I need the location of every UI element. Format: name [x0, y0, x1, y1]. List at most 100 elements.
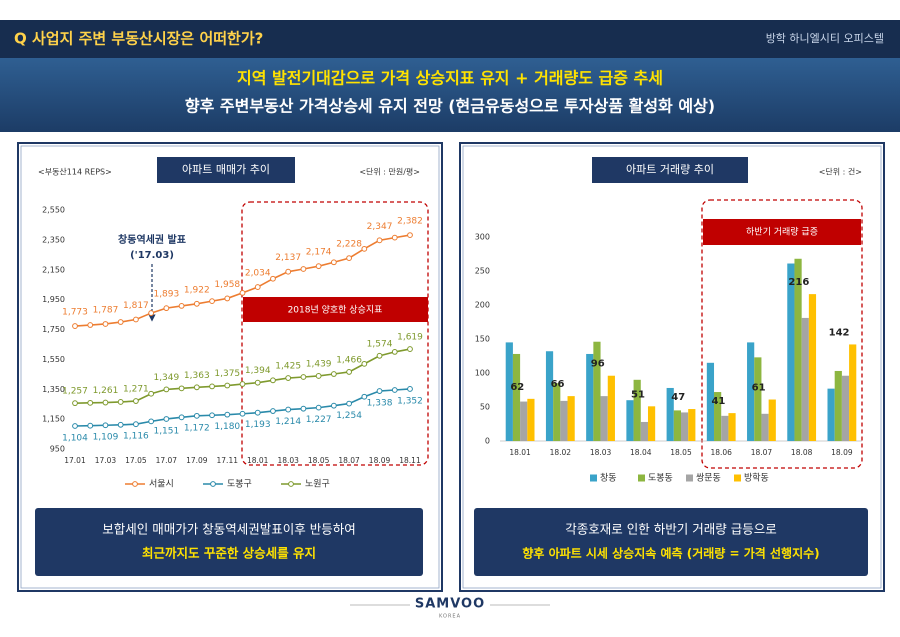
logo-sub: KOREA [439, 614, 461, 620]
data-label: 1,116 [123, 432, 149, 442]
bar [808, 294, 817, 441]
point [102, 321, 109, 327]
point [117, 421, 124, 428]
point [254, 284, 261, 290]
unit: <단위 : 건> [819, 167, 862, 177]
point [148, 418, 155, 425]
x-tick-label: 17.01 [64, 456, 86, 465]
data-label: 1,349 [153, 373, 179, 383]
bar [706, 362, 715, 441]
y-tick-label: 50 [480, 403, 490, 412]
x-tick-label: 18.05 [670, 448, 692, 457]
point [254, 409, 261, 416]
data-label: 51 [631, 389, 645, 400]
point [72, 400, 78, 407]
bar [681, 412, 689, 441]
point [224, 411, 231, 418]
y-tick-label: 200 [475, 301, 490, 310]
legend-marker [210, 481, 216, 487]
data-label: 1,227 [306, 415, 332, 425]
point [133, 316, 139, 323]
bar [647, 406, 656, 441]
data-label: 1,893 [153, 290, 179, 300]
y-tick-label: 150 [475, 335, 490, 344]
point [376, 388, 383, 394]
data-label: 2,228 [336, 240, 362, 250]
chart-title: 아파트 매매가 추이 [182, 163, 270, 176]
point [163, 305, 170, 312]
bar [505, 342, 513, 441]
bar [841, 375, 850, 441]
point [133, 421, 139, 428]
y-tick-label: 250 [475, 267, 490, 276]
bar [633, 379, 641, 441]
data-label: 1,574 [367, 339, 393, 349]
point [346, 400, 352, 407]
legend-label: 방학동 [744, 473, 769, 484]
data-label: 1,172 [184, 423, 210, 433]
point [300, 374, 307, 380]
bar [714, 392, 722, 441]
y-tick-label: 1,150 [42, 415, 65, 424]
data-label: 1,104 [62, 433, 88, 443]
legend-label: 도봉구 [227, 479, 252, 490]
point [270, 377, 276, 384]
bar [593, 341, 601, 441]
point [270, 408, 276, 414]
data-label: 1,261 [93, 386, 119, 396]
unit: <단위 : 만원/평> [359, 167, 420, 177]
legend-swatch [638, 474, 645, 482]
panel-inner [20, 145, 440, 589]
bar [520, 401, 528, 441]
point [209, 412, 215, 419]
point [148, 390, 155, 397]
data-label: 61 [752, 383, 766, 394]
x-tick-label: 17.09 [186, 456, 208, 465]
data-label: 2,382 [397, 217, 423, 227]
data-label: 1,394 [245, 366, 271, 376]
data-label: 1,922 [184, 285, 210, 295]
data-label: 142 [829, 327, 850, 338]
legend-marker [132, 481, 138, 487]
point [285, 406, 292, 413]
data-label: 2,174 [306, 248, 332, 258]
y-tick-label: 0 [485, 437, 490, 446]
data-label: 1,817 [123, 301, 149, 311]
point [87, 322, 94, 328]
legend-marker [288, 481, 294, 487]
caption-line: 각종호재로 인한 하반기 거래량 급등으로 [565, 522, 776, 537]
data-label: 1,619 [397, 333, 423, 343]
legend-label: 쌍문동 [696, 473, 721, 484]
bar [849, 344, 857, 441]
point [285, 268, 292, 275]
bar [666, 387, 674, 441]
point [270, 275, 276, 282]
x-tick-label: 18.03 [277, 456, 299, 465]
point [361, 393, 368, 400]
bar [688, 409, 696, 441]
bar [728, 413, 736, 441]
point [178, 414, 185, 421]
header-bar [0, 20, 900, 58]
bar [673, 410, 681, 441]
banner-line: 향후 주변부동산 가격상승세 유지 전망 (현금유동성으로 투자상품 활성화 예… [185, 97, 715, 116]
legend-label: 서울시 [149, 479, 174, 490]
x-tick-label: 18.07 [751, 448, 773, 457]
x-tick-label: 17.05 [125, 456, 147, 465]
highlight-box [701, 199, 863, 469]
data-label: 216 [788, 277, 809, 288]
point [407, 346, 413, 352]
point [315, 263, 322, 270]
x-tick-label: 18.04 [630, 448, 652, 457]
highlight-bar [243, 297, 428, 322]
bar [787, 263, 795, 441]
point [391, 387, 398, 393]
caption-line: 향후 아파트 시세 상승지속 예측 (거래량 = 가격 선행지수) [522, 546, 819, 561]
data-label: 62 [510, 382, 524, 393]
x-tick-label: 18.09 [369, 456, 391, 465]
point [102, 399, 109, 406]
point [376, 237, 383, 244]
point [224, 295, 231, 302]
point [193, 412, 200, 419]
